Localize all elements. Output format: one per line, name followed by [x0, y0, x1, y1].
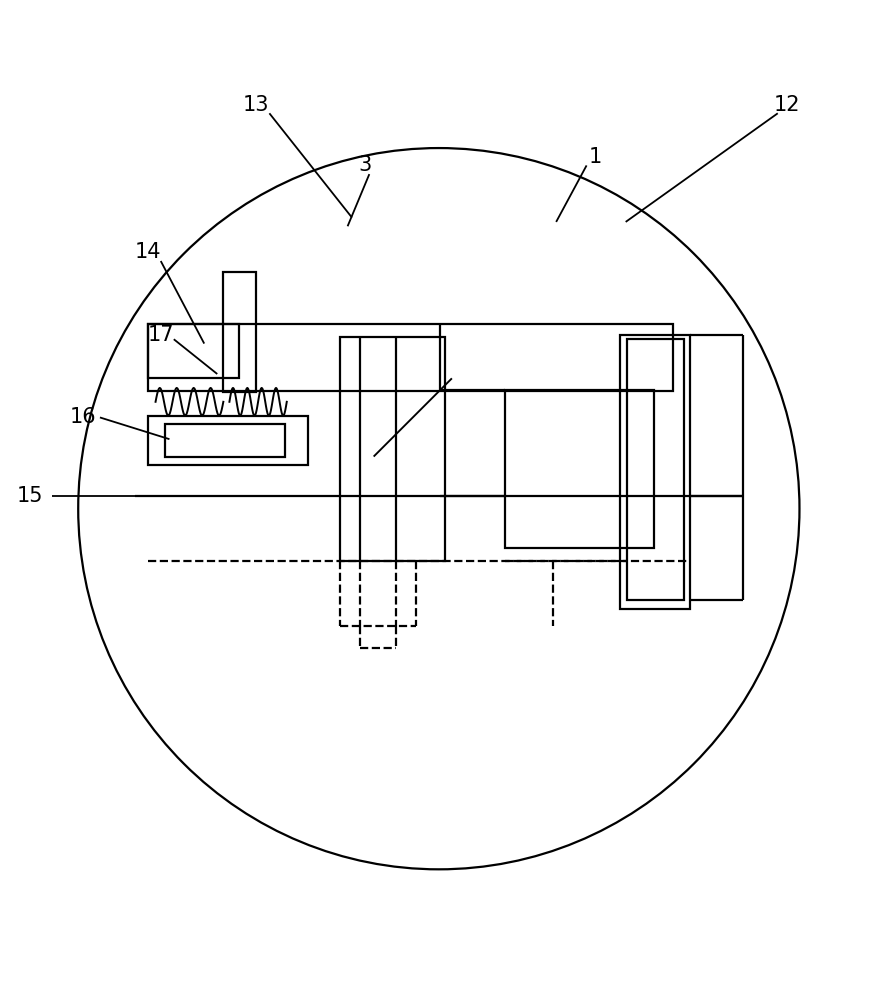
Text: 15: 15: [17, 486, 43, 506]
Bar: [148, 416, 308, 465]
Text: 13: 13: [243, 95, 269, 115]
Bar: [505, 390, 654, 548]
Bar: [620, 335, 690, 609]
Bar: [148, 324, 239, 378]
Bar: [165, 424, 285, 457]
Text: 17: 17: [148, 325, 174, 345]
Bar: [223, 272, 256, 392]
Bar: [627, 339, 684, 600]
Text: 12: 12: [773, 95, 799, 115]
Text: 3: 3: [358, 155, 372, 175]
Text: 16: 16: [70, 407, 96, 427]
Bar: [148, 324, 673, 391]
Text: 14: 14: [135, 242, 161, 262]
Bar: [340, 337, 445, 561]
Text: 1: 1: [588, 147, 602, 167]
